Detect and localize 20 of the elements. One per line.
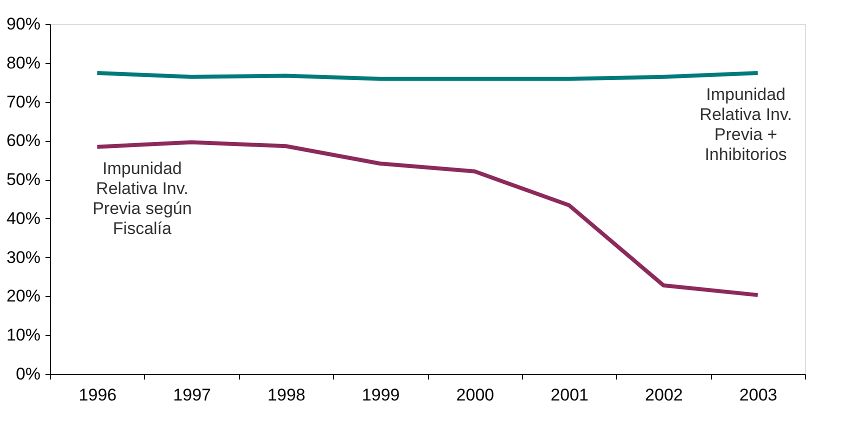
x-tick-label: 1997 [173,386,211,404]
x-tick-label: 2000 [456,386,494,404]
x-tick-label: 1999 [362,386,400,404]
y-tick-label: 70% [6,92,40,112]
x-tick-label: 1998 [268,386,306,404]
x-tick-label: 2002 [645,386,683,404]
x-tick-label: 1996 [78,386,117,404]
y-tick-label: 90% [6,14,40,34]
y-tick-label: 30% [6,248,40,267]
y-tick-label: 10% [6,326,40,345]
series-label: Impunidad Relativa Inv. Previa según Fiscalía [92,158,192,238]
y-tick-label: 80% [6,53,40,72]
y-tick-label: 40% [6,208,40,228]
y-tick-label: 50% [6,170,40,190]
x-tick-label: 2001 [550,386,588,404]
x-tick-label: 2003 [739,386,778,404]
series-label: Impunidad Relativa Inv. Previa + Inhibitorios [700,85,792,164]
y-tick-label: 20% [6,286,40,306]
y-tick-label: 0% [16,364,40,384]
y-tick-label: 60% [6,131,40,150]
